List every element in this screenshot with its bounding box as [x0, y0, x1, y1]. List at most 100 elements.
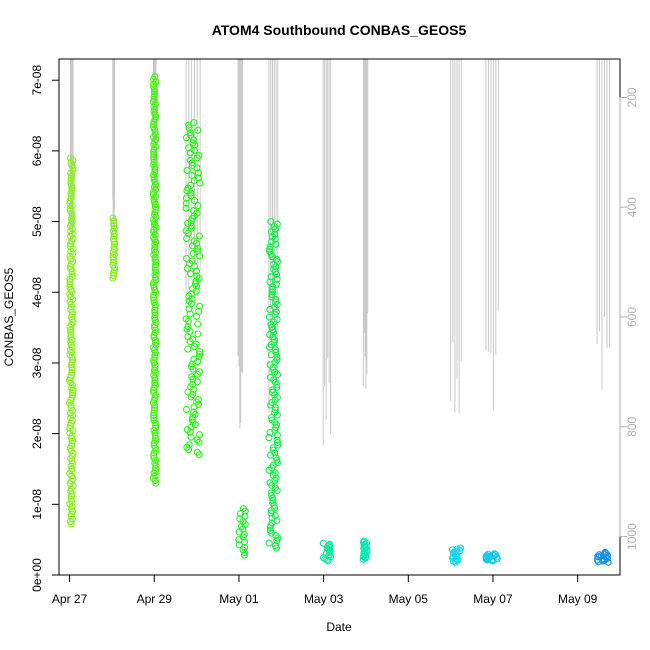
- data-point: [67, 497, 76, 505]
- data-point: [152, 421, 160, 429]
- data-point: [195, 307, 203, 315]
- data-point: [265, 434, 273, 442]
- data-point: [194, 169, 202, 177]
- data-point: [151, 364, 159, 372]
- data-point: [110, 245, 119, 253]
- data-point: [150, 221, 158, 229]
- data-point: [68, 273, 76, 281]
- data-point: [182, 315, 190, 323]
- y2-tick-label: 400: [625, 197, 639, 217]
- data-point: [273, 439, 282, 447]
- data-point: [268, 293, 276, 301]
- data-point: [150, 324, 159, 332]
- data-point: [151, 434, 159, 442]
- data-point: [151, 431, 159, 439]
- data-point: [270, 338, 278, 346]
- data-point: [186, 131, 195, 139]
- data-point: [150, 416, 158, 424]
- data-point: [187, 433, 195, 441]
- data-point: [267, 273, 275, 281]
- data-point: [326, 540, 334, 548]
- y-tick-label: 6e-08: [30, 135, 44, 166]
- data-point: [490, 550, 499, 558]
- x-tick-label: May 09: [558, 592, 598, 606]
- data-point: [109, 214, 117, 222]
- data-point: [193, 448, 201, 456]
- data-point: [150, 95, 158, 103]
- data-point: [109, 261, 117, 269]
- data-point: [186, 270, 195, 278]
- data-point: [190, 408, 198, 416]
- data-point: [68, 391, 77, 399]
- data-point: [150, 409, 158, 417]
- data-point: [67, 265, 75, 273]
- data-point: [150, 298, 158, 307]
- data-point: [186, 310, 194, 318]
- data-point: [273, 383, 281, 391]
- data-point: [187, 192, 195, 200]
- data-point: [150, 441, 158, 450]
- y-tick-label: 7e-08: [30, 65, 44, 96]
- data-point: [150, 88, 159, 96]
- y2-tick-label: 600: [625, 307, 639, 327]
- data-point: [183, 166, 191, 174]
- data-point: [110, 222, 118, 230]
- data-point: [67, 179, 75, 187]
- data-point: [269, 496, 277, 504]
- data-point: [185, 441, 193, 449]
- data-point: [150, 406, 158, 414]
- x-tick-label: Apr 29: [137, 592, 173, 606]
- data-point: [151, 165, 159, 174]
- data-point: [150, 334, 158, 342]
- data-point: [68, 467, 76, 475]
- data-point: [190, 119, 198, 127]
- data-point: [187, 224, 195, 232]
- data-point: [272, 298, 280, 306]
- data-point: [68, 366, 76, 374]
- x-tick-label: May 01: [219, 592, 259, 606]
- data-point: [360, 537, 368, 545]
- data-point: [267, 413, 276, 422]
- data-point: [266, 527, 274, 535]
- data-point: [271, 346, 280, 354]
- data-point: [195, 151, 203, 159]
- data-point: [150, 120, 158, 128]
- data-point: [182, 199, 190, 207]
- data-point: [265, 539, 273, 547]
- data-point: [67, 341, 75, 349]
- data-point: [183, 234, 191, 242]
- data-point: [150, 198, 158, 206]
- data-point: [67, 495, 75, 503]
- data-point: [319, 539, 327, 547]
- data-point: [150, 158, 158, 166]
- data-point: [150, 389, 158, 397]
- data-point: [151, 303, 159, 312]
- data-point: [194, 126, 202, 134]
- data-point: [68, 442, 76, 450]
- x-tick-label: Apr 27: [52, 592, 88, 606]
- data-point: [196, 431, 204, 439]
- data-point: [594, 552, 602, 561]
- data-point: [110, 219, 118, 227]
- data-point: [272, 280, 280, 288]
- data-point: [110, 232, 118, 240]
- data-point: [186, 129, 194, 137]
- data-point: [151, 243, 159, 251]
- data-point: [151, 130, 159, 138]
- data-point: [268, 388, 276, 396]
- data-point: [110, 224, 118, 233]
- data-point: [190, 146, 199, 154]
- data-point: [186, 156, 194, 164]
- data-point: [239, 505, 247, 513]
- data-point: [182, 405, 191, 414]
- data-points: [66, 73, 612, 566]
- data-point: [196, 302, 204, 310]
- y-tick-label: 2e-08: [30, 418, 44, 449]
- secondary-y-axis: 200 400 600 800 1000: [619, 87, 639, 550]
- data-point: [67, 177, 75, 185]
- data-point: [359, 538, 367, 546]
- chart-title: ATOM4 Southbound CONBAS_GEOS5: [212, 22, 467, 38]
- data-point: [66, 242, 74, 250]
- data-point: [110, 235, 118, 243]
- data-point: [190, 136, 198, 144]
